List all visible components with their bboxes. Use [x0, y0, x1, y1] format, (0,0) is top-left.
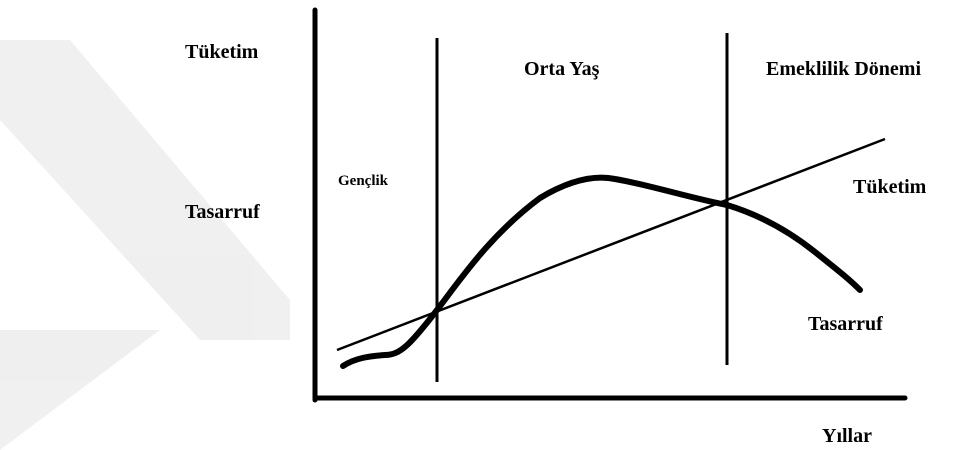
watermark: [0, 40, 290, 450]
y-label-top: Tüketim: [185, 41, 259, 63]
saving-curve: [340, 174, 863, 369]
consumption-line: [336, 137, 886, 352]
phase-label: Emeklilik Dönemi: [766, 58, 921, 80]
x-label: Yıllar: [822, 425, 872, 447]
curve-label: Tüketim: [853, 176, 927, 198]
phase-label: Orta Yaş: [524, 58, 600, 80]
phase-label: Gençlik: [338, 173, 389, 189]
y-label-middle: Tasarruf: [185, 201, 260, 223]
curve-label: Tasarruf: [808, 313, 883, 335]
